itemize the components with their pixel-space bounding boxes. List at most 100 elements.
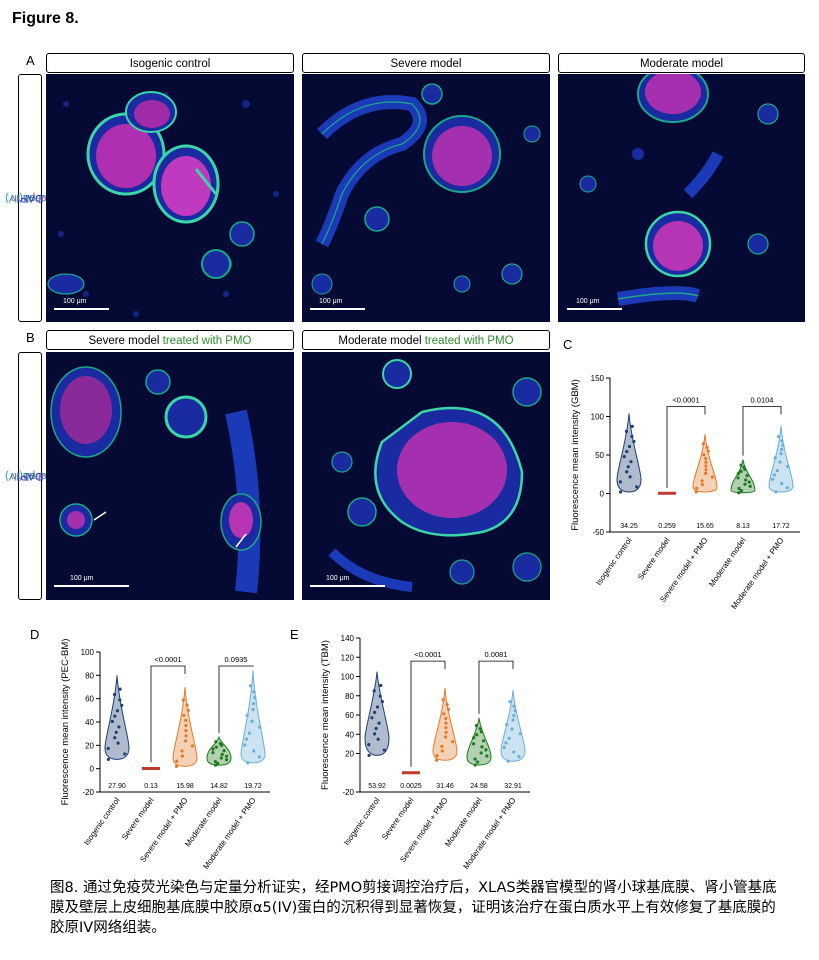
mean-label-1: 0.0025 (400, 783, 422, 790)
y-tick-label: 20 (85, 741, 94, 750)
data-point (444, 730, 448, 734)
data-point (629, 460, 633, 464)
data-point (479, 751, 483, 755)
data-point (222, 749, 226, 753)
data-point (380, 699, 384, 704)
data-point (118, 687, 122, 691)
data-point (218, 741, 222, 746)
data-point (510, 727, 514, 731)
micrograph-moderate-pmo (302, 352, 550, 600)
chart-d-svg: -20 0 20 40 60 80 100 Fluorescence mean intensi… (60, 639, 270, 871)
p-value-1: 0.0935 (225, 655, 248, 664)
data-point (257, 755, 261, 759)
data-point (780, 447, 784, 451)
micrograph-severe-model (302, 74, 550, 322)
data-point (480, 745, 484, 749)
x-tick-label-0: Isogenic control (594, 536, 634, 587)
label-moderate-pmo-prefix: Moderate model (338, 335, 425, 347)
violin-4 (240, 670, 266, 764)
side-label-dapi: DAPI (17, 192, 43, 204)
data-point (776, 435, 781, 439)
mean-label-0: 34.25 (620, 523, 638, 530)
data-point (625, 470, 629, 474)
data-point (252, 749, 256, 753)
panel-letter-b: B (26, 330, 35, 345)
y-tick-label: 150 (591, 374, 605, 383)
data-point (190, 744, 195, 748)
data-point (244, 737, 249, 741)
label-severe-pmo-suffix: treated with PMO (162, 335, 252, 347)
chart-c: -50 0 50 100 150 Fluorescence mean intensity … (560, 350, 815, 635)
data-point (736, 471, 741, 476)
data-point (748, 484, 752, 488)
data-point (635, 485, 639, 489)
data-point (505, 722, 509, 727)
data-point (114, 730, 118, 734)
chart-e: -20 20 40 60 80 100 120 140 Fluorescence mean in… (300, 632, 550, 877)
data-point (772, 473, 777, 477)
data-point (113, 714, 117, 718)
label-moderate-model: Moderate model (558, 53, 805, 73)
data-point (703, 471, 708, 475)
data-point (214, 740, 218, 744)
p-value-0: <0.0001 (414, 650, 441, 659)
mean-label-3: 14.82 (210, 783, 228, 790)
panel-letter-e: E (290, 627, 299, 642)
panel-letter-c: C (563, 337, 573, 352)
figure-caption: 图8. 通过免疫荧光染色与定量分析证实，经PMO剪接调控治疗后，XLAS类器官模… (50, 880, 777, 936)
scale-bar-a1 (54, 308, 109, 310)
y-tick-label: -50 (592, 528, 604, 537)
data-point (440, 749, 444, 753)
y-tick-label: 140 (341, 634, 355, 643)
violin-0 (616, 413, 642, 493)
scale-bar-b1 (54, 585, 129, 587)
mean-label-4: 32.91 (504, 783, 522, 790)
data-point (181, 698, 185, 702)
panel-letter-d: D (30, 627, 40, 642)
p-value-1: 0.0081 (485, 650, 508, 659)
y-axis-label: Fluorescence mean intensity (TBM) (320, 640, 331, 790)
mean-label-1: 0.259 (658, 523, 676, 530)
data-point (775, 469, 779, 473)
data-point (737, 491, 741, 495)
y-tick-label: 0 (600, 490, 605, 499)
y-tick-label: 80 (85, 671, 94, 680)
data-point (626, 465, 630, 469)
comparison-bracket-1 (742, 406, 782, 456)
chart-e-svg: -20 20 40 60 80 100 120 140 Fluorescence mean in… (320, 634, 530, 871)
data-point (778, 460, 782, 464)
p-value-0: <0.0001 (672, 395, 699, 404)
violin-3 (730, 459, 756, 494)
data-point (472, 736, 476, 740)
x-tick-label-0: Isogenic control (342, 796, 382, 847)
data-point (694, 490, 698, 494)
y-tick-label: 60 (85, 695, 94, 704)
data-point (622, 455, 626, 459)
data-point (110, 719, 114, 724)
data-point (627, 444, 632, 449)
mean-label-1: 0.13 (144, 783, 158, 790)
violin-0 (364, 671, 390, 756)
data-point (440, 744, 444, 748)
data-point (184, 723, 188, 728)
y-tick-label: -20 (342, 788, 354, 797)
data-point (373, 710, 377, 714)
comparison-bracket-1 (478, 660, 514, 714)
data-point (618, 490, 623, 494)
data-point (630, 434, 634, 439)
violin-4 (500, 689, 526, 762)
label-severe-pmo-prefix: Severe model (88, 335, 163, 347)
data-point (186, 708, 190, 712)
data-point (250, 719, 254, 723)
data-point (243, 743, 247, 747)
data-point (780, 481, 784, 486)
data-point (247, 731, 251, 735)
data-point (513, 709, 517, 713)
data-point (704, 468, 708, 472)
y-tick-label: 20 (345, 750, 354, 759)
y-tick-label: 100 (341, 673, 355, 682)
data-point (180, 749, 184, 753)
data-point (224, 754, 229, 758)
data-point (478, 727, 482, 731)
data-point (180, 754, 184, 758)
